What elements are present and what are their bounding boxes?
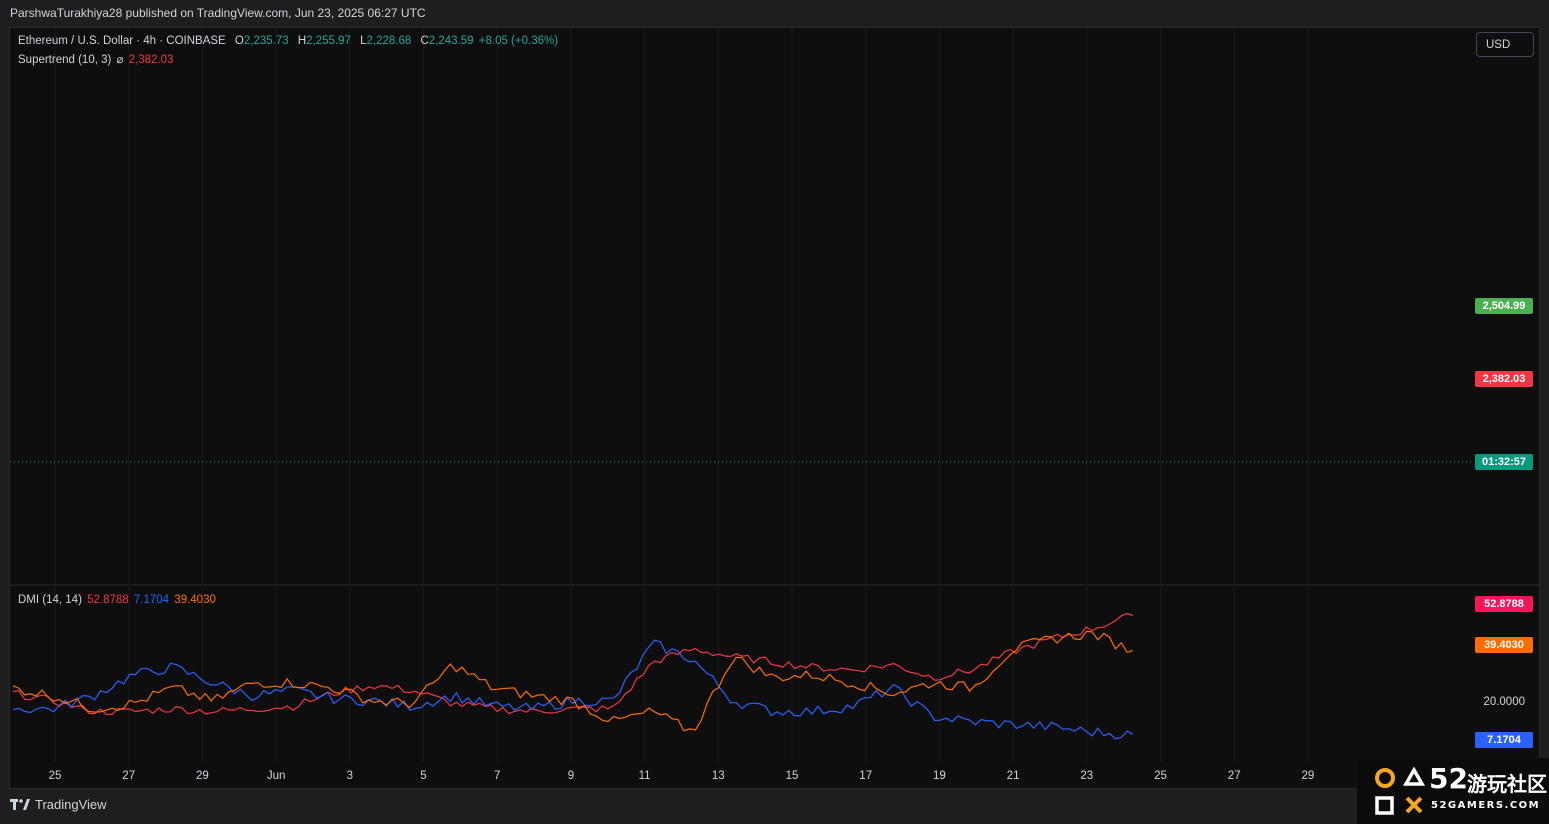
plus-di-line (12, 612, 1134, 716)
time-axis-label: 15 (786, 770, 799, 782)
time-axis-label: 7 (494, 770, 500, 782)
dmi-legend: DMI (14, 14) 52.8788 7.1704 39.4030 (18, 594, 218, 606)
symbol-name: Ethereum / U.S. Dollar · 4h · COINBASE (18, 35, 226, 47)
adx-line (12, 630, 1134, 732)
time-axis-label: 27 (122, 770, 135, 782)
close-label: C (420, 35, 429, 47)
time-axis-label: 19 (933, 770, 946, 782)
dmi-minus-tag: 7.1704 (1475, 732, 1533, 748)
low-label: L (360, 35, 367, 47)
supertrend-price-tag: 2,382.03 (1475, 371, 1533, 387)
time-axis-label: 21 (1007, 770, 1020, 782)
open-value: 2,235.73 (243, 35, 289, 47)
close-value: 2,243.59 (428, 35, 474, 47)
watermark: 52 游玩社区 52GAMERS.COM (1357, 758, 1549, 824)
supertrend-legend: Supertrend (10, 3) ⌀ 2,382.03 (18, 52, 175, 66)
time-axis-label: 29 (1302, 770, 1315, 782)
time-axis-label: 17 (859, 770, 872, 782)
supertrend-value: 2,382.03 (128, 54, 174, 66)
tradingview-logo[interactable]: TradingView (10, 797, 107, 812)
high-label: H (297, 35, 307, 47)
watermark-site: 52GAMERS.COM (1431, 800, 1541, 811)
high-value: 2,255.97 (306, 35, 351, 47)
time-axis-label: 23 (1080, 770, 1093, 782)
supertrend-symbol: ⌀ (116, 54, 124, 66)
published-header: ParshwaTurakhiya28 published on TradingV… (0, 0, 1549, 27)
time-axis-label: 5 (420, 770, 426, 782)
time-axis-label: 25 (49, 770, 62, 782)
countdown-tag: 01:32:57 (1475, 454, 1533, 470)
watermark-chinese: 游玩社区 (1467, 772, 1547, 796)
dmi-plus-value: 52.8788 (87, 594, 129, 606)
dmi-adx-value: 39.4030 (174, 594, 216, 606)
time-axis-label: 29 (196, 770, 209, 782)
supertrend-label: Supertrend (10, 3) (18, 54, 112, 66)
dmi-adx-tag: 39.4030 (1475, 637, 1533, 653)
open-label: O (234, 35, 244, 47)
time-axis-label: 3 (347, 770, 353, 782)
currency-button[interactable]: USD (1476, 32, 1534, 57)
tradingview-logo-icon (10, 798, 30, 810)
watermark-number: 52 (1429, 762, 1468, 795)
time-axis-label: Jun (267, 770, 286, 782)
minus-di-line (12, 639, 1134, 740)
time-axis-label: 13 (712, 770, 725, 782)
tradingview-wordmark: TradingView (35, 797, 107, 812)
time-axis-label: 9 (568, 770, 574, 782)
dmi-label: DMI (14, 14) (18, 594, 82, 606)
green-level-tag: 2,504.99 (1475, 298, 1533, 314)
time-axis-label: 11 (639, 770, 651, 782)
time-axis-label: 25 (1154, 770, 1167, 782)
low-value: 2,228.68 (366, 35, 412, 47)
chart-frame[interactable] (9, 27, 1540, 789)
dmi-minus-value: 7.1704 (133, 594, 170, 606)
change-value: +8.05 (+0.36%) (478, 35, 559, 47)
dmi-plus-tag: 52.8788 (1475, 596, 1533, 612)
time-axis-label: 27 (1228, 770, 1241, 782)
dmi-axis-label: 20.0000 (1483, 696, 1525, 708)
footer-bar (0, 790, 1549, 824)
symbol-legend: Ethereum / U.S. Dollar · 4h · COINBASE O… (18, 35, 560, 47)
gamepad-symbols-icon (1375, 766, 1426, 815)
